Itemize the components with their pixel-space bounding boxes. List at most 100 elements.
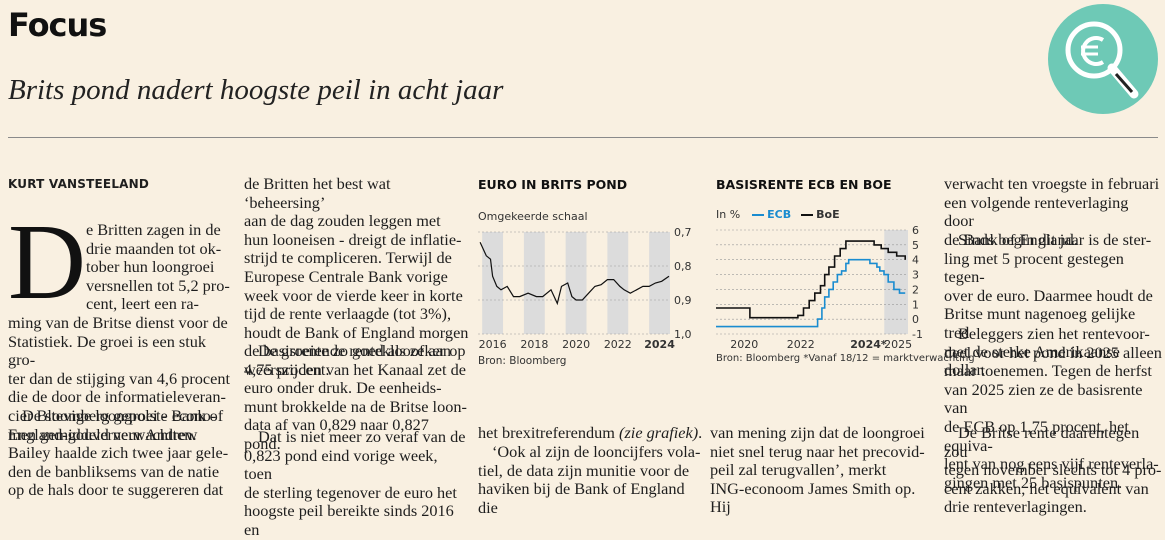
text-line: De Britse rente daarentegen zou — [944, 423, 1140, 461]
column-1-intro: e Britten zagen in de drie maanden tot ok… — [86, 220, 236, 314]
text-line: hun looneisen - dreigt de inflatie- — [244, 229, 462, 249]
column-4-text: van mening zijn dat de loongroei niet sne… — [710, 423, 935, 517]
section-title: Focus — [8, 6, 107, 44]
text-line: drie renteverlagingen. — [944, 497, 1087, 517]
text-line: hoogste peil bereikte sinds 2016 en — [244, 501, 454, 539]
column-3-line-1: het brexitreferendum (zie grafiek). — [478, 423, 703, 442]
x-tick-label: 2025 — [884, 338, 912, 351]
column-5-paragraph-4: De Britse rente daarentegen zou tegen nov… — [944, 423, 1162, 517]
y-tick-label: 0,8 — [674, 260, 692, 273]
chart-2-legend: In % ECB BoE — [716, 208, 840, 221]
chart-2-unit: In % — [716, 208, 741, 221]
column-5-paragraph-2: Sinds begin dit jaar is de ster-ling met… — [944, 230, 1162, 380]
text-line: ‘Ook al zijn de looncijfers vola- — [492, 442, 701, 461]
x-tick-label: 2016 — [479, 338, 507, 351]
headline: Brits pond nadert hoogste peil in acht j… — [8, 74, 504, 106]
text-line: peil zal terugvallen’, merkt — [710, 460, 887, 480]
text-line: deel voor het pond in 2025 alleen — [944, 342, 1162, 362]
y-tick-label: 5 — [912, 239, 919, 252]
text-line: England-gouverneur Andrew — [8, 424, 198, 444]
text-line: een volgende renteverlaging door — [944, 192, 1129, 231]
text-line: Europese Centrale Bank vorige — [244, 266, 448, 286]
column-2-paragraph-1: de Britten het best wat ‘beheersing’ aan … — [244, 174, 469, 380]
text-line: strijd te compliceren. Terwijl de — [244, 248, 452, 268]
y-tick-label: 2 — [912, 283, 919, 296]
year-band — [482, 232, 504, 334]
text-line: 0,823 pond eind vorige week, toen — [244, 445, 438, 484]
x-tick-label: 2024* — [850, 338, 887, 351]
text-line: van mening zijn dat de loongroei — [710, 423, 925, 442]
y-tick-label: 0,7 — [674, 226, 692, 239]
chart-2-title: BASISRENTE ECB EN BOE — [716, 177, 892, 192]
text-line: data af van 0,829 naar 0,827 pond. — [244, 415, 429, 453]
text-line: ming van de Britse dienst voor de — [8, 313, 228, 332]
text-line: de sterling tegenover de euro het — [244, 482, 457, 502]
chart-1-title: EURO IN BRITS POND — [478, 177, 628, 192]
x-tick-label: 2022 — [787, 338, 815, 351]
text-line: tober hun loongroei — [86, 257, 215, 277]
ecb-legend-label: ECB — [767, 208, 792, 221]
ecb-rate-line — [716, 258, 906, 328]
text-line: van 2025 zien ze de basisrente van — [944, 379, 1143, 418]
text-line: tiel, de data zijn munitie voor de — [478, 460, 690, 480]
y-tick-label: 6 — [912, 224, 919, 237]
eur-gbp-line — [479, 241, 670, 306]
x-tick-label: 2022 — [604, 338, 632, 351]
text-line: men gemiddeld verwachtten. — [8, 424, 197, 444]
y-tick-label: 0 — [912, 313, 919, 326]
text-line: Dat is niet meer zo veraf van de — [258, 427, 466, 446]
text-line: verwacht ten vroegste in februari — [944, 174, 1160, 193]
text-line: tijd de rente verlaagde (tot 3%), — [244, 304, 452, 324]
text-line: den de banbliksems van de natie — [8, 461, 220, 481]
column-1-paragraph-2: De stevige loongroei - Bank of England-go… — [8, 406, 233, 500]
text-line: cier Bloomberg gepolste econo- — [8, 405, 217, 425]
text-line: cent, leert een ra- — [86, 294, 199, 314]
text-line: ING-econoom James Smith op. Hij — [710, 478, 916, 517]
text-line: Bailey haalde zich twee jaar gele- — [8, 443, 229, 463]
text-line: ling met 5 procent gestegen tegen- — [944, 248, 1124, 287]
column-1-rest: ming van de Britse dienst voor de Statist… — [8, 313, 233, 444]
column-2-paragraph-2: De groeiende renteklooof aan weerszijden … — [244, 341, 469, 454]
x-tick-label: 2020 — [562, 338, 590, 351]
text-line: gingen met 25 basispunten. — [944, 472, 1123, 492]
text-line: die de door de informatieleveran- — [8, 387, 226, 407]
text-line: haviken bij de Bank of England die — [478, 479, 685, 517]
column-5-paragraph-1: verwacht ten vroegste in februari een vol… — [944, 174, 1162, 249]
text-line: e Britten zagen in de — [86, 220, 221, 239]
y-tick-label: -1 — [912, 328, 923, 341]
chart-2-source: Bron: Bloomberg *Vanaf 18/12 = marktverw… — [716, 353, 975, 364]
chart-1-source: Bron: Bloomberg — [478, 355, 567, 367]
header-rule — [8, 137, 1158, 138]
year-band — [649, 232, 670, 334]
x-tick-label: 2018 — [520, 338, 548, 351]
boe-rate-line — [716, 240, 906, 319]
text-line: versnellen tot 5,2 pro- — [86, 275, 230, 295]
y-tick-label: 3 — [912, 269, 919, 282]
y-tick-label: 4 — [912, 254, 919, 267]
chart-reference: (zie grafiek) — [619, 423, 699, 442]
text-line: Beleggers zien het rentevoor- — [958, 324, 1150, 343]
text-line: ter dan de stijging van 4,6 procent — [8, 368, 230, 388]
year-band — [607, 232, 629, 334]
drop-cap: D — [8, 203, 86, 322]
text-line: de ECB op 1,75 procent, het equiva- — [944, 416, 1129, 455]
chart-2-plot: 6 5 4 32 1 0 -1 2020 2022 2024*2025 — [716, 224, 923, 351]
boe-legend-label: BoE — [816, 208, 840, 221]
boe-legend-swatch — [800, 214, 813, 216]
year-band — [565, 232, 587, 334]
text-line: munt brokkelde na de Britse loon- — [244, 396, 467, 416]
text-line: met de sterke Amerikaanse dollar. — [944, 341, 1120, 380]
euro-magnifier-icon — [1048, 4, 1158, 114]
text-line: De stevige loongroei - Bank of — [22, 406, 224, 425]
chart-1-subtitle: Omgekeerde schaal — [478, 210, 588, 223]
text-line: drie maanden tot ok- — [86, 238, 222, 258]
year-band — [523, 232, 545, 334]
text-line: week voor de vierde keer in korte — [244, 285, 463, 305]
ecb-legend-swatch — [751, 214, 764, 216]
y-tick-label: 0,9 — [674, 294, 692, 307]
text-line: De groeiende renteklooof aan — [258, 341, 452, 360]
text-line: lent van nog eens vijf renteverla- — [944, 454, 1159, 474]
text-line: Statistiek. De groei is een stuk gro- — [8, 331, 207, 370]
text-line: over de euro. Daarmee houdt de — [944, 285, 1153, 305]
text-line: houdt de Bank of England morgen — [244, 322, 469, 342]
